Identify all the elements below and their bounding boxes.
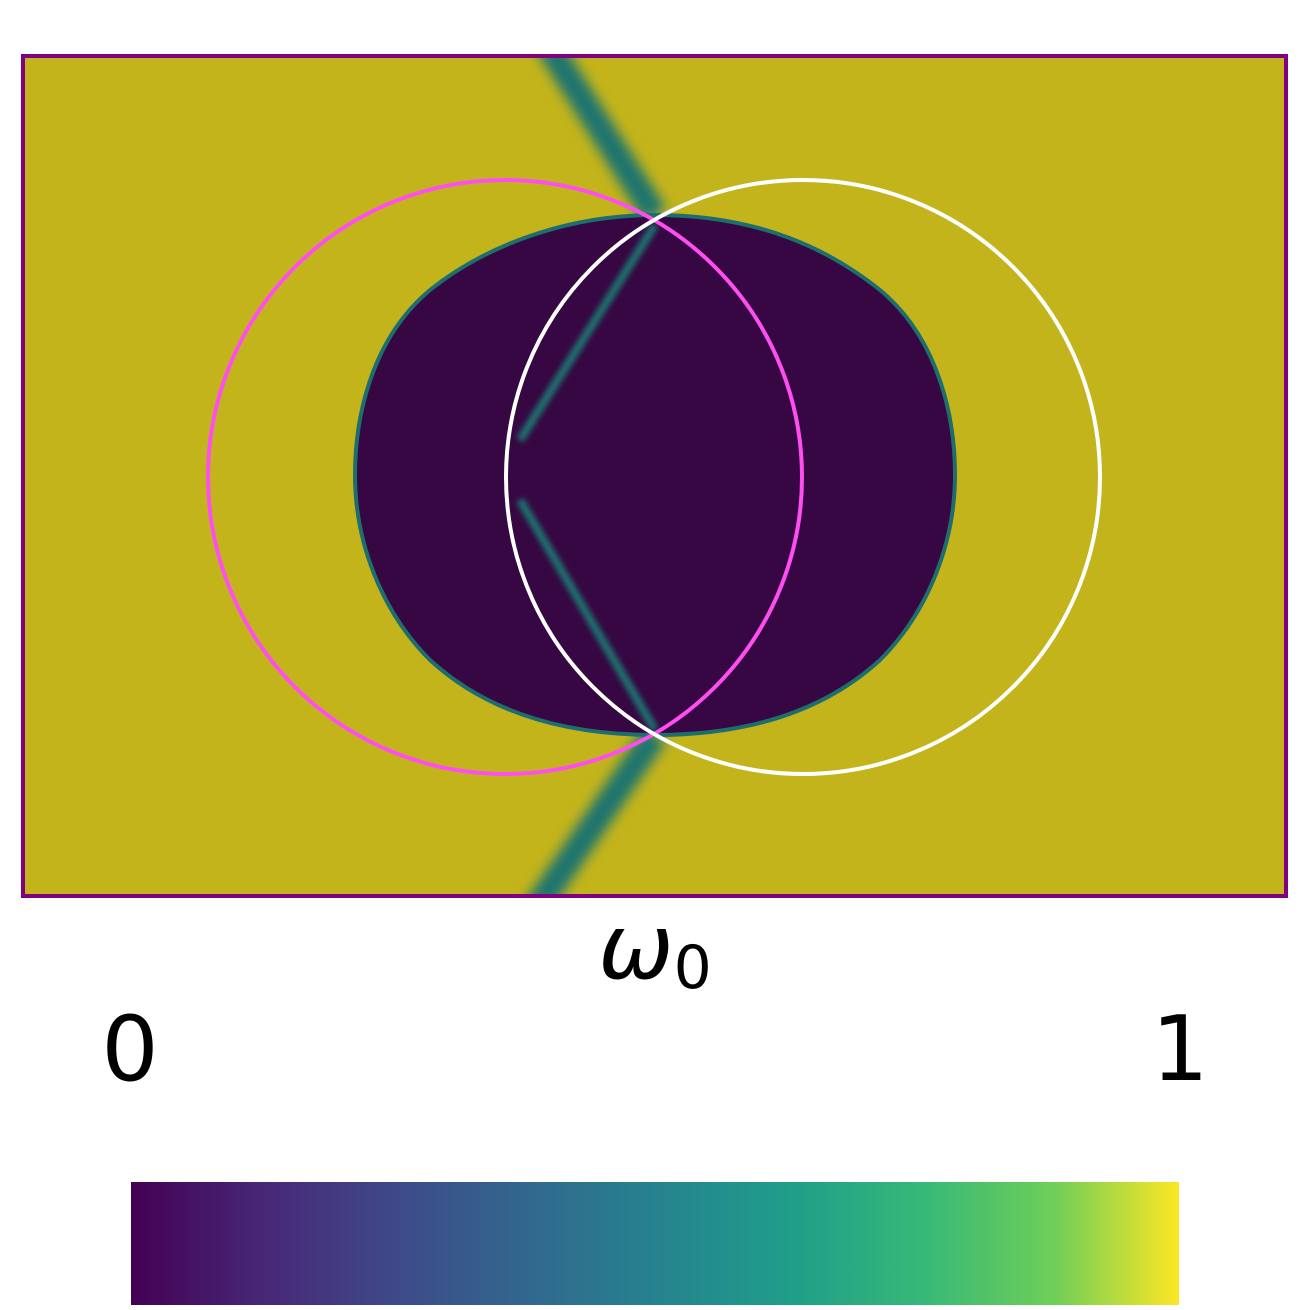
field-band: [528, 727, 666, 896]
colorbar-title-symbol: ω: [598, 895, 673, 1000]
field-band: [516, 497, 659, 733]
colorbar: [131, 1182, 1179, 1305]
circle-outline: [504, 178, 1102, 776]
field-view: [23, 56, 1286, 896]
field-region: [352, 212, 958, 738]
field-band: [516, 222, 659, 443]
circle-outline: [206, 178, 804, 776]
colorbar-max-label: 1: [1151, 997, 1208, 1102]
field-border: [21, 54, 1288, 898]
colorbar-title-subscript: 0: [674, 933, 712, 1003]
field-band: [539, 56, 667, 222]
colorbar-min-label: 0: [101, 997, 158, 1102]
colorbar-title: ω0: [598, 895, 712, 1003]
